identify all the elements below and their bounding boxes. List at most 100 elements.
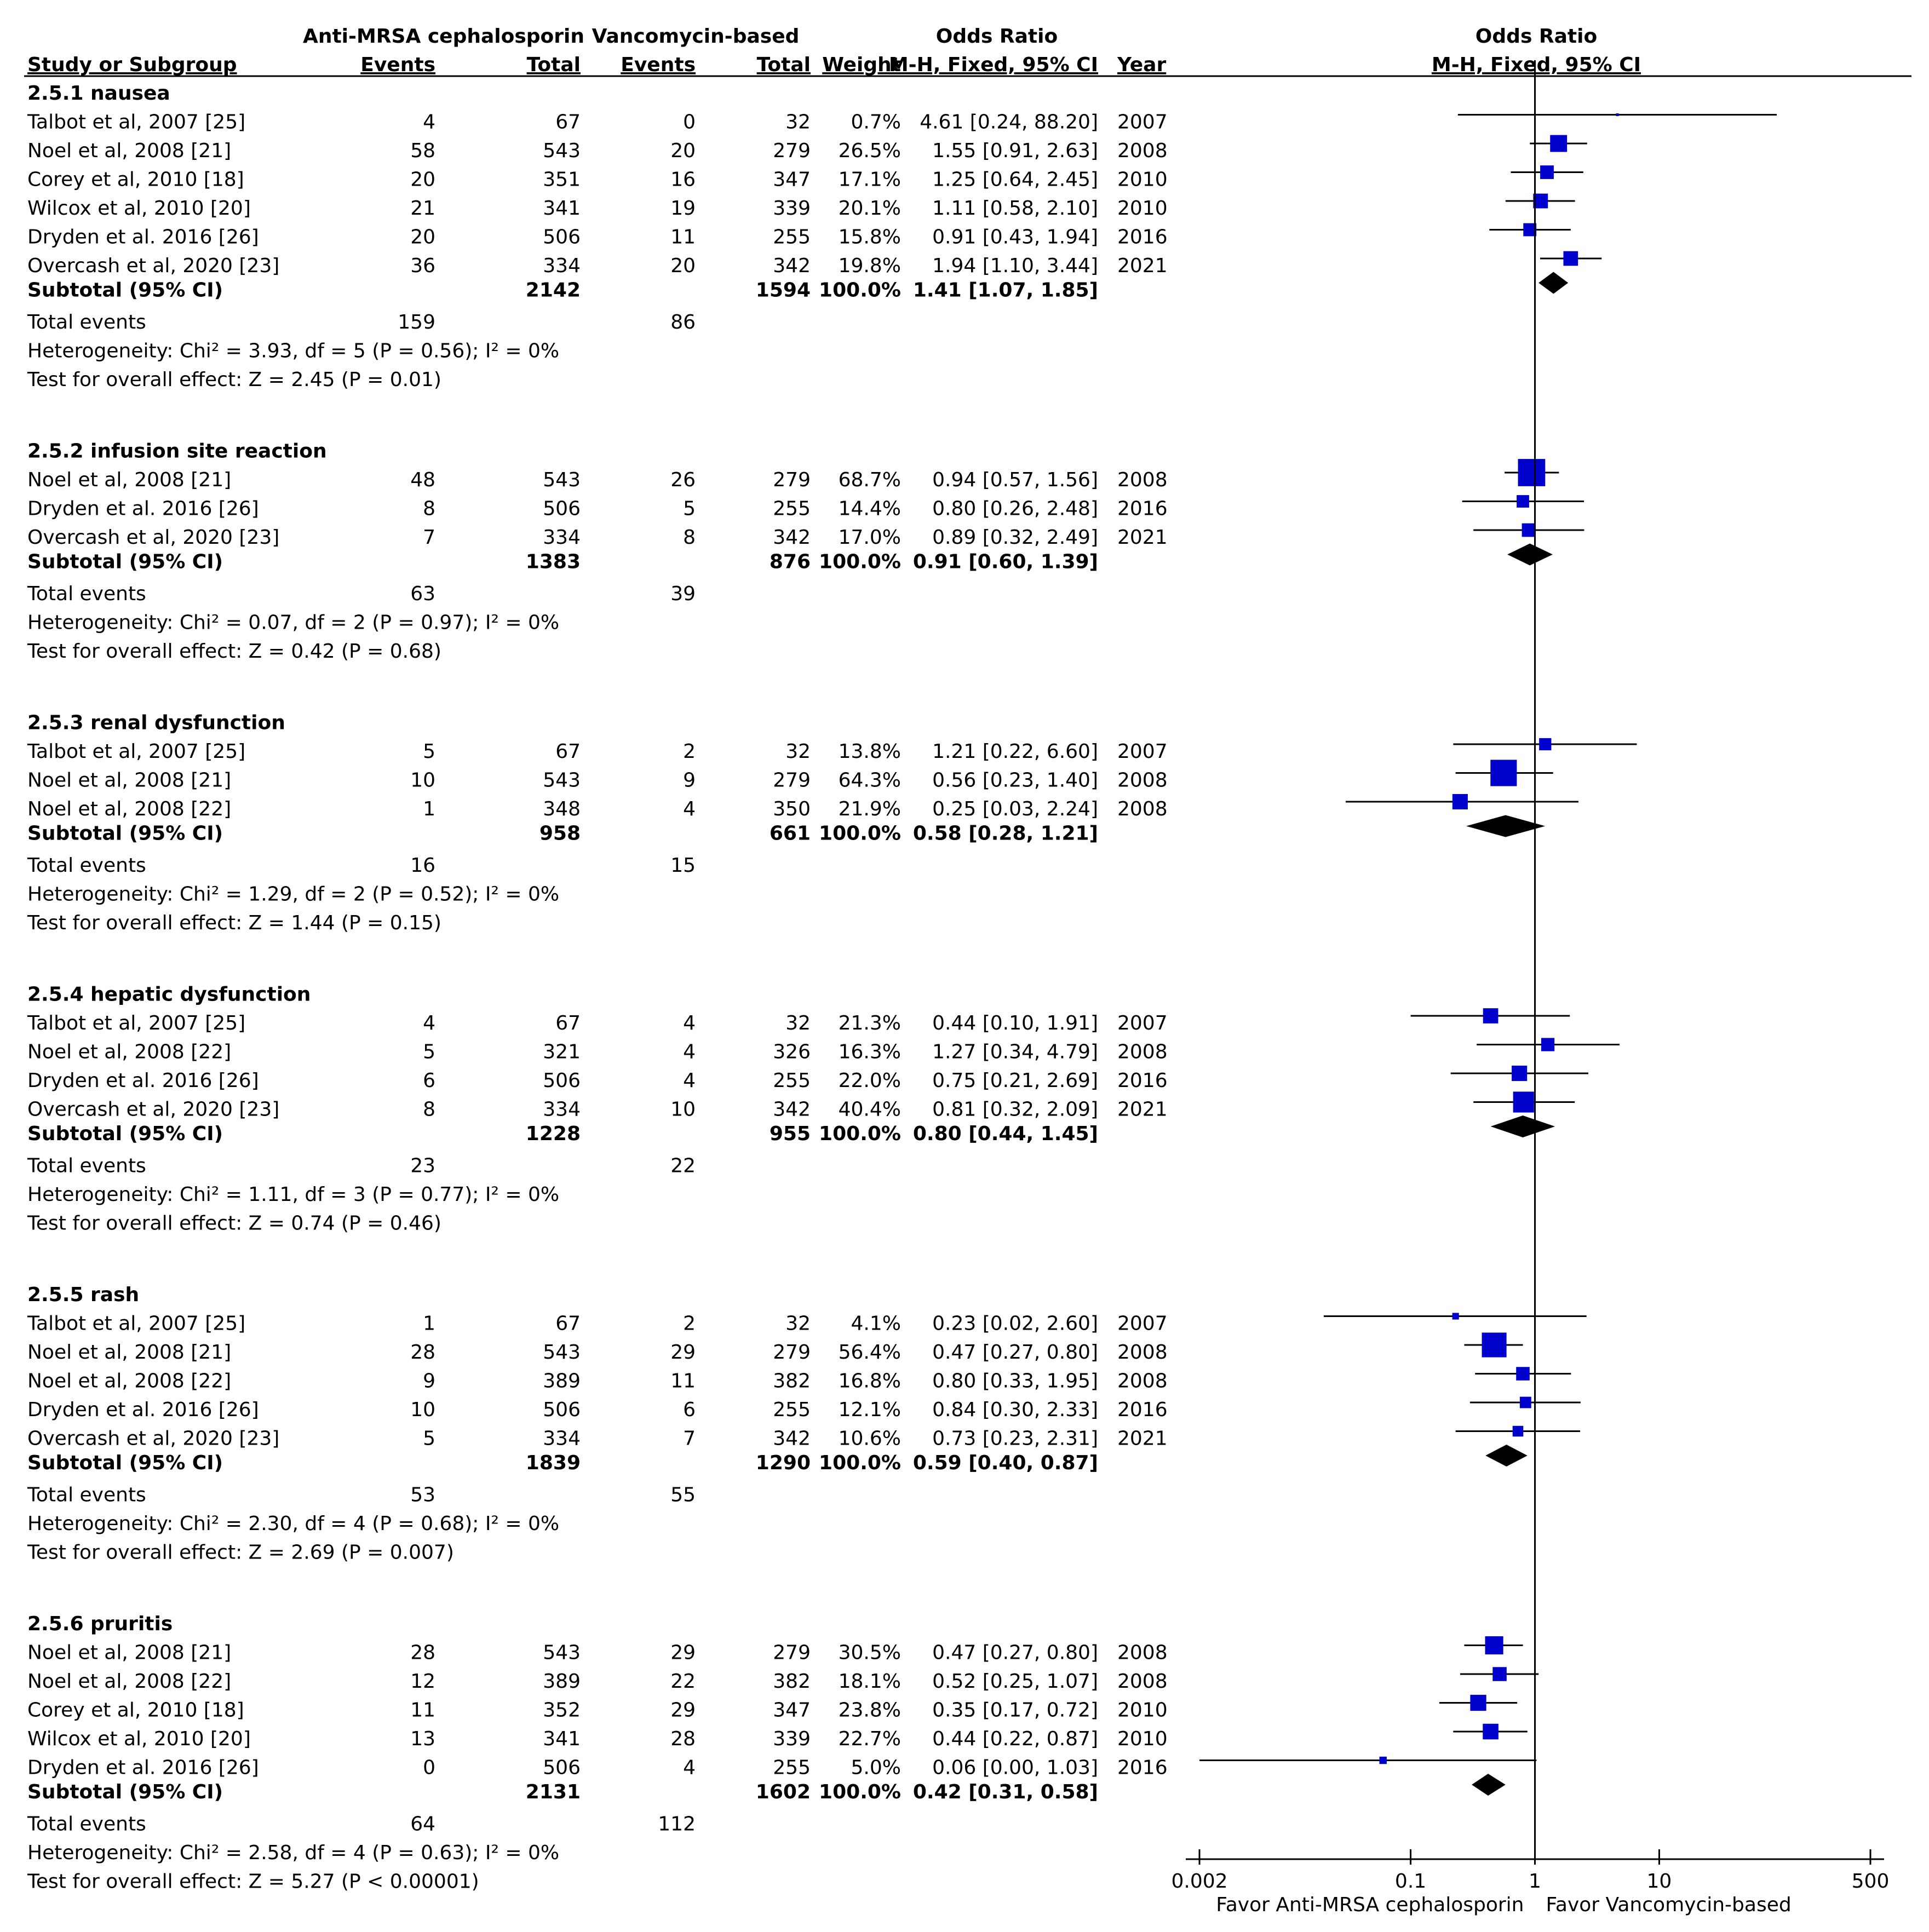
total-1: 67 bbox=[555, 111, 581, 134]
weight-value: 13.8% bbox=[839, 740, 901, 763]
study-name: Dryden et al. 2016 [26] bbox=[27, 1070, 259, 1092]
total-2: 382 bbox=[773, 1370, 811, 1393]
total-1: 506 bbox=[543, 498, 581, 520]
study-marker bbox=[1483, 1723, 1499, 1740]
col-header-total2: Total bbox=[757, 54, 811, 76]
total-1: 506 bbox=[543, 1757, 581, 1779]
total-events-1: 16 bbox=[410, 854, 435, 877]
total-events-2: 86 bbox=[670, 311, 696, 334]
events-1: 5 bbox=[423, 1041, 435, 1063]
year-value: 2007 bbox=[1117, 1012, 1168, 1034]
events-2: 26 bbox=[670, 469, 696, 491]
ci-value: 0.25 [0.03, 2.24] bbox=[932, 798, 1098, 820]
total-1: 67 bbox=[555, 740, 581, 763]
total-2: 32 bbox=[785, 111, 811, 134]
events-2: 20 bbox=[670, 140, 696, 162]
events-1: 10 bbox=[410, 769, 435, 792]
total-2: 32 bbox=[785, 740, 811, 763]
ci-value: 0.91 [0.43, 1.94] bbox=[932, 226, 1098, 249]
heterogeneity-text: Heterogeneity: Chi² = 0.07, df = 2 (P = … bbox=[27, 612, 559, 634]
group-title: 2.5.4 hepatic dysfunction bbox=[27, 984, 311, 1006]
year-value: 2016 bbox=[1117, 1070, 1168, 1092]
events-1: 4 bbox=[423, 1012, 435, 1034]
total-events-1: 53 bbox=[410, 1484, 435, 1507]
x-tick-label: 10 bbox=[1647, 1870, 1672, 1893]
events-2: 11 bbox=[670, 1370, 696, 1393]
total-2: 279 bbox=[773, 769, 811, 792]
overall-effect-text: Test for overall effect: Z = 5.27 (P < 0… bbox=[27, 1871, 479, 1893]
study-marker bbox=[1522, 523, 1536, 537]
total-1: 321 bbox=[543, 1041, 581, 1063]
events-1: 7 bbox=[423, 526, 435, 549]
weight-value: 0.7% bbox=[851, 111, 901, 134]
subtotal-ci: 1.41 [1.07, 1.85] bbox=[913, 279, 1098, 302]
study-marker bbox=[1470, 1694, 1486, 1711]
col-header-total1: Total bbox=[527, 54, 581, 76]
events-1: 13 bbox=[410, 1728, 435, 1750]
events-1: 28 bbox=[410, 1341, 435, 1364]
total-1: 334 bbox=[543, 255, 581, 277]
weight-value: 5.0% bbox=[851, 1757, 901, 1779]
header-group2: Vancomycin-based bbox=[592, 25, 800, 48]
ci-value: 0.75 [0.21, 2.69] bbox=[932, 1070, 1098, 1092]
weight-value: 21.9% bbox=[839, 798, 901, 820]
events-1: 48 bbox=[410, 469, 435, 491]
total-2: 382 bbox=[773, 1670, 811, 1693]
ci-value: 0.56 [0.23, 1.40] bbox=[932, 769, 1098, 792]
events-2: 8 bbox=[683, 526, 696, 549]
total-2: 255 bbox=[773, 1399, 811, 1421]
col-header-ci: M-H, Fixed, 95% CI bbox=[889, 54, 1098, 76]
ci-value: 0.94 [0.57, 1.56] bbox=[932, 469, 1098, 491]
subtotal-weight: 100.0% bbox=[819, 1452, 901, 1474]
total-2: 279 bbox=[773, 1341, 811, 1364]
study-name: Noel et al, 2008 [21] bbox=[27, 769, 231, 792]
year-value: 2010 bbox=[1117, 197, 1168, 220]
events-1: 5 bbox=[423, 1428, 435, 1450]
study-marker bbox=[1563, 251, 1578, 266]
total-2: 342 bbox=[773, 1428, 811, 1450]
subtotal-total-2: 1290 bbox=[756, 1452, 811, 1474]
ci-value: 1.94 [1.10, 3.44] bbox=[932, 255, 1098, 277]
events-2: 28 bbox=[670, 1728, 696, 1750]
year-value: 2021 bbox=[1117, 1428, 1168, 1450]
study-marker bbox=[1483, 1008, 1499, 1024]
study-name: Dryden et al. 2016 [26] bbox=[27, 498, 259, 520]
subtotal-total-1: 1228 bbox=[526, 1123, 581, 1145]
total-events-2: 22 bbox=[670, 1155, 696, 1177]
events-2: 0 bbox=[683, 111, 696, 134]
events-2: 4 bbox=[683, 798, 696, 820]
subtotal-diamond bbox=[1466, 815, 1546, 837]
events-1: 36 bbox=[410, 255, 435, 277]
total-1: 67 bbox=[555, 1313, 581, 1335]
x-tick-label: 0.1 bbox=[1395, 1870, 1426, 1893]
study-name: Wilcox et al, 2010 [20] bbox=[27, 197, 251, 220]
events-2: 7 bbox=[683, 1428, 696, 1450]
events-2: 2 bbox=[683, 1313, 696, 1335]
col-header-study: Study or Subgroup bbox=[27, 54, 237, 76]
events-2: 10 bbox=[670, 1099, 696, 1121]
study-marker bbox=[1379, 1756, 1387, 1764]
study-name: Noel et al, 2008 [22] bbox=[27, 1670, 231, 1693]
total-2: 255 bbox=[773, 498, 811, 520]
overall-effect-text: Test for overall effect: Z = 0.42 (P = 0… bbox=[27, 640, 441, 663]
study-name: Overcash et al, 2020 [23] bbox=[27, 1099, 279, 1121]
col-header-events1: Events bbox=[360, 54, 435, 76]
subtotal-ci: 0.80 [0.44, 1.45] bbox=[913, 1123, 1098, 1145]
events-2: 5 bbox=[683, 498, 696, 520]
total-2: 342 bbox=[773, 526, 811, 549]
study-marker bbox=[1490, 760, 1517, 786]
total-1: 543 bbox=[543, 1642, 581, 1664]
total-1: 334 bbox=[543, 1099, 581, 1121]
weight-value: 16.3% bbox=[839, 1041, 901, 1063]
col-header-weight: Weight bbox=[822, 54, 901, 76]
ci-value: 0.73 [0.23, 2.31] bbox=[932, 1428, 1098, 1450]
study-name: Noel et al, 2008 [21] bbox=[27, 140, 231, 162]
subtotal-diamond bbox=[1485, 1445, 1528, 1467]
subtotal-ci: 0.42 [0.31, 0.58] bbox=[913, 1781, 1098, 1803]
study-marker bbox=[1550, 135, 1568, 152]
study-name: Overcash et al, 2020 [23] bbox=[27, 255, 279, 277]
total-2: 339 bbox=[773, 1728, 811, 1750]
weight-value: 17.0% bbox=[839, 526, 901, 549]
total-events-2: 55 bbox=[670, 1484, 696, 1507]
